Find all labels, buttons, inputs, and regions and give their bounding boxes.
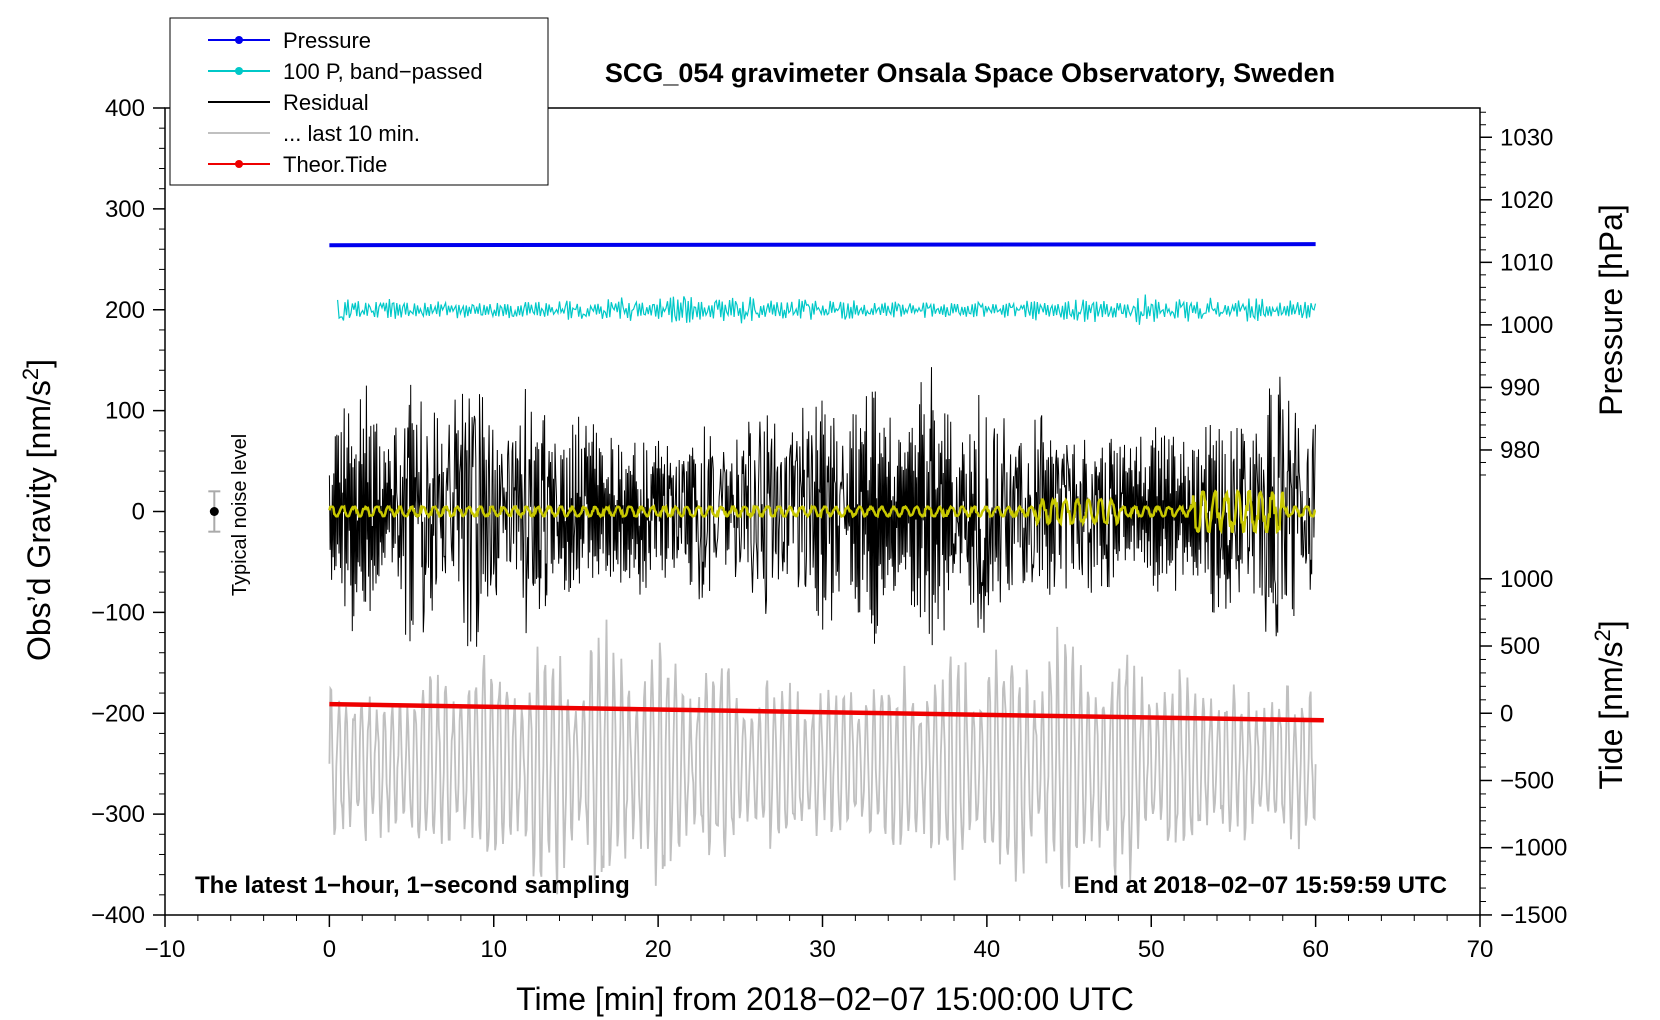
legend-label-residual: Residual [283, 90, 369, 115]
tide-tick-label: 500 [1500, 633, 1540, 660]
x-tick-label: 20 [645, 936, 672, 963]
tide-axis-title: Tide [nm/s2] [1590, 620, 1629, 789]
x-tick-label: 0 [323, 936, 336, 963]
y-tick-label: −300 [91, 801, 145, 828]
tide-tick-label: −500 [1500, 767, 1554, 794]
pressure-tick-label: 1020 [1500, 187, 1553, 214]
tide-tick-label: −1000 [1500, 835, 1567, 862]
x-tick-label: 50 [1138, 936, 1165, 963]
series-line-residual [328, 367, 1316, 647]
chart-title: SCG_054 gravimeter Onsala Space Observat… [605, 58, 1335, 88]
y-tick-label: 300 [105, 196, 145, 223]
series-line-filtered-residual [328, 488, 1317, 535]
x-tick-label: 30 [809, 936, 836, 963]
tide-tick-label: −1500 [1500, 902, 1567, 929]
pressure-tick-label: 1000 [1500, 312, 1553, 339]
pressure-axis-title: Pressure [hPa] [1593, 204, 1629, 416]
y-axis-title-left-text: Obs’d Gravity [nm/s [21, 380, 57, 661]
axes: −10 0 10 20 30 40 50 60 70−400−300−200−100010020… [91, 95, 1567, 963]
x-axis-title: Time [min] from 2018−02−07 15:00:00 UTC [516, 981, 1134, 1017]
legend-marker-100-p-band-passed [235, 67, 243, 75]
pressure-tick-label: 1010 [1500, 249, 1553, 276]
y-tick-label: 0 [132, 499, 145, 526]
tide-tick-label: 1000 [1500, 566, 1553, 593]
noise-level-label: Typical noise level [229, 434, 251, 596]
x-tick-label: 70 [1467, 936, 1494, 963]
sampling-note: The latest 1−hour, 1−second sampling [195, 872, 630, 899]
x-tick-label: 40 [974, 936, 1001, 963]
y-tick-label: −100 [91, 599, 145, 626]
x-tick-label: 10 [480, 936, 507, 963]
y-axis-title-left-close: ] [21, 359, 57, 368]
legend-label-theor-tide: Theor.Tide [283, 152, 387, 177]
legend: Pressure 100 P, band−passed Residual ... la… [169, 17, 549, 186]
series-line-100-p-band-passed [337, 294, 1317, 325]
x-tick-label: 60 [1302, 936, 1329, 963]
tide-axis-title-text: Tide [nm/s [1593, 641, 1629, 789]
y-tick-label: −400 [91, 902, 145, 929]
series-line-theor-tide [329, 701, 1324, 723]
y-tick-label: 400 [105, 95, 145, 122]
x-tick-label: −10 [145, 936, 186, 963]
series-line-pressure [329, 242, 1316, 248]
y-tick-label: 100 [105, 398, 145, 425]
noise-marker-dot [209, 507, 219, 516]
pressure-tick-label: 990 [1500, 374, 1540, 401]
legend-marker-pressure [235, 36, 243, 44]
legend-label-pressure: Pressure [283, 28, 371, 53]
plot-area [208, 242, 1324, 895]
pressure-tick-label: 980 [1500, 437, 1540, 464]
legend-marker-theor-tide [235, 160, 243, 168]
tide-axis-title-superscript: 2 [1590, 629, 1615, 641]
legend-label-last-10-min: ... last 10 min. [283, 121, 420, 146]
pressure-tick-label: 1030 [1500, 124, 1553, 151]
end-time-note: End at 2018−02−07 15:59:59 UTC [1073, 872, 1447, 899]
series-line-last-10-min [328, 619, 1317, 895]
y-axis-title-left: Obs’d Gravity [nm/s2] [18, 359, 57, 661]
y-tick-label: −200 [91, 700, 145, 727]
y-axis-title-left-superscript: 2 [18, 368, 43, 380]
tide-axis-title-close: ] [1593, 620, 1629, 629]
y-tick-label: 200 [105, 297, 145, 324]
tide-tick-label: 0 [1500, 700, 1513, 727]
legend-label-100-p-band-passed: 100 P, band−passed [283, 59, 483, 84]
